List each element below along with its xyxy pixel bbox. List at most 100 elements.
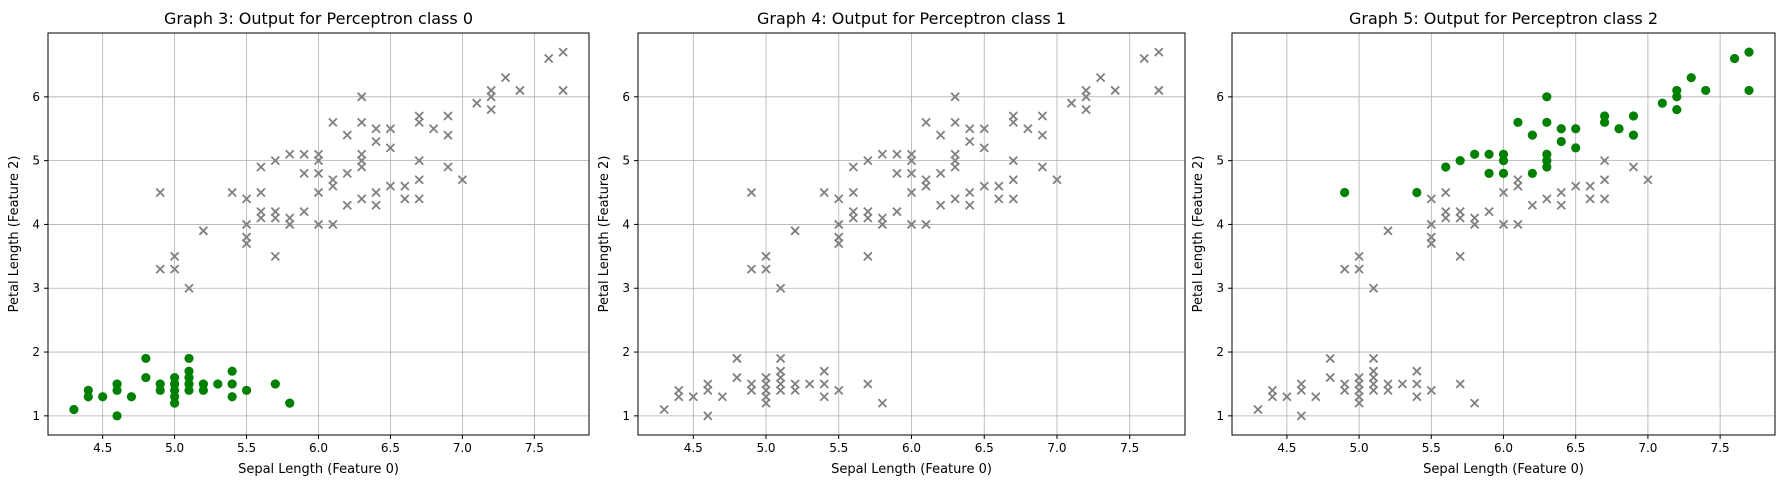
- y-tick-label: 6: [32, 90, 40, 104]
- negative-point: [906, 168, 917, 179]
- negative-point: [892, 149, 902, 159]
- negative-point: [965, 187, 975, 198]
- positive-point: [112, 411, 122, 421]
- negative-point: [1397, 379, 1408, 389]
- negative-point: [1081, 104, 1091, 115]
- positive-point: [1527, 130, 1537, 140]
- negative-point: [921, 175, 931, 185]
- negative-point: [863, 155, 873, 166]
- positive-point: [1672, 92, 1682, 102]
- negative-point: [285, 213, 295, 223]
- x-tick-label: 6.0: [902, 441, 921, 455]
- negative-point: [558, 85, 568, 96]
- negative-point: [299, 207, 309, 217]
- negative-point: [385, 124, 396, 134]
- negative-point: [1599, 175, 1610, 185]
- negative-point: [371, 187, 381, 198]
- y-tick-label: 6: [622, 90, 630, 104]
- negative-point: [950, 194, 960, 204]
- positive-point: [141, 372, 151, 383]
- negative-point: [1095, 73, 1106, 83]
- positive-point: [270, 379, 280, 389]
- positive-point: [170, 398, 180, 408]
- negative-point: [1585, 194, 1595, 204]
- negative-point: [256, 207, 266, 217]
- positive-point: [1672, 104, 1682, 115]
- positive-point: [1498, 156, 1509, 166]
- negative-point: [877, 398, 888, 408]
- y-tick-label: 4: [32, 217, 40, 231]
- negative-point: [1484, 207, 1494, 217]
- negative-point: [935, 130, 946, 140]
- chart-title: Graph 3: Output for Perceptron class 0: [164, 9, 473, 28]
- negative-point: [1455, 379, 1465, 389]
- negative-point: [285, 149, 295, 159]
- positive-point: [1542, 156, 1552, 166]
- negative-point: [819, 379, 829, 389]
- negative-point: [1455, 251, 1465, 261]
- negative-point: [256, 162, 266, 172]
- positive-point: [155, 379, 165, 389]
- positive-point: [1672, 85, 1682, 96]
- negative-point: [299, 149, 309, 159]
- y-axis-label: Petal Length (Feature 2): [7, 156, 22, 313]
- negative-point: [1267, 385, 1278, 395]
- negative-point: [515, 85, 525, 96]
- negative-point: [834, 194, 844, 204]
- positive-point: [1686, 73, 1696, 83]
- x-tick-label: 6.0: [309, 441, 328, 455]
- negative-point: [994, 181, 1004, 191]
- negative-point: [155, 187, 165, 198]
- negative-point: [1340, 264, 1350, 274]
- x-tick-label: 7.0: [1638, 441, 1657, 455]
- x-tick-label: 7.0: [1047, 441, 1066, 455]
- negative-point: [1354, 264, 1364, 274]
- positive-point: [184, 353, 194, 364]
- y-tick-label: 2: [1216, 345, 1224, 359]
- negative-point: [414, 155, 424, 166]
- negative-point: [703, 379, 713, 389]
- negative-point: [1037, 111, 1048, 121]
- negative-point: [1441, 207, 1451, 217]
- x-tick-label: 5.0: [1350, 441, 1369, 455]
- positive-point: [1556, 136, 1566, 147]
- y-tick-label: 4: [622, 217, 630, 231]
- negative-point: [270, 207, 280, 217]
- negative-point: [1340, 379, 1350, 389]
- negative-point: [169, 264, 180, 274]
- x-tick-label: 5.5: [1422, 441, 1441, 455]
- negative-point: [834, 219, 844, 230]
- y-tick-label: 1: [622, 409, 630, 423]
- negative-point: [1585, 181, 1595, 191]
- negative-point: [965, 136, 975, 147]
- x-tick-label: 5.0: [756, 441, 775, 455]
- x-tick-label: 7.5: [1120, 441, 1139, 455]
- negative-point: [1628, 162, 1639, 172]
- negative-point: [1311, 392, 1321, 402]
- positive-point: [1455, 156, 1465, 166]
- positive-point: [1542, 92, 1552, 102]
- x-axis-label: Sepal Length (Feature 0): [238, 462, 399, 477]
- negative-point: [1455, 207, 1465, 217]
- negative-point: [371, 200, 381, 210]
- positive-point: [1628, 130, 1639, 140]
- negative-point: [1469, 213, 1480, 223]
- negative-point: [357, 149, 367, 159]
- y-axis-label: Petal Length (Feature 2): [597, 156, 612, 313]
- positive-point: [184, 379, 194, 389]
- negative-point: [935, 168, 946, 179]
- negative-point: [790, 379, 800, 389]
- negative-point: [1368, 283, 1379, 293]
- negative-point: [775, 283, 786, 293]
- negative-point: [385, 181, 396, 191]
- negative-point: [1253, 404, 1263, 415]
- negative-point: [659, 404, 669, 415]
- negative-point: [299, 168, 309, 179]
- negative-point: [877, 213, 888, 223]
- negative-point: [761, 372, 771, 383]
- y-tick-label: 3: [32, 281, 40, 295]
- negative-point: [357, 194, 367, 204]
- positive-point: [1484, 168, 1494, 178]
- positive-point: [1441, 162, 1451, 172]
- positive-point: [1340, 187, 1350, 198]
